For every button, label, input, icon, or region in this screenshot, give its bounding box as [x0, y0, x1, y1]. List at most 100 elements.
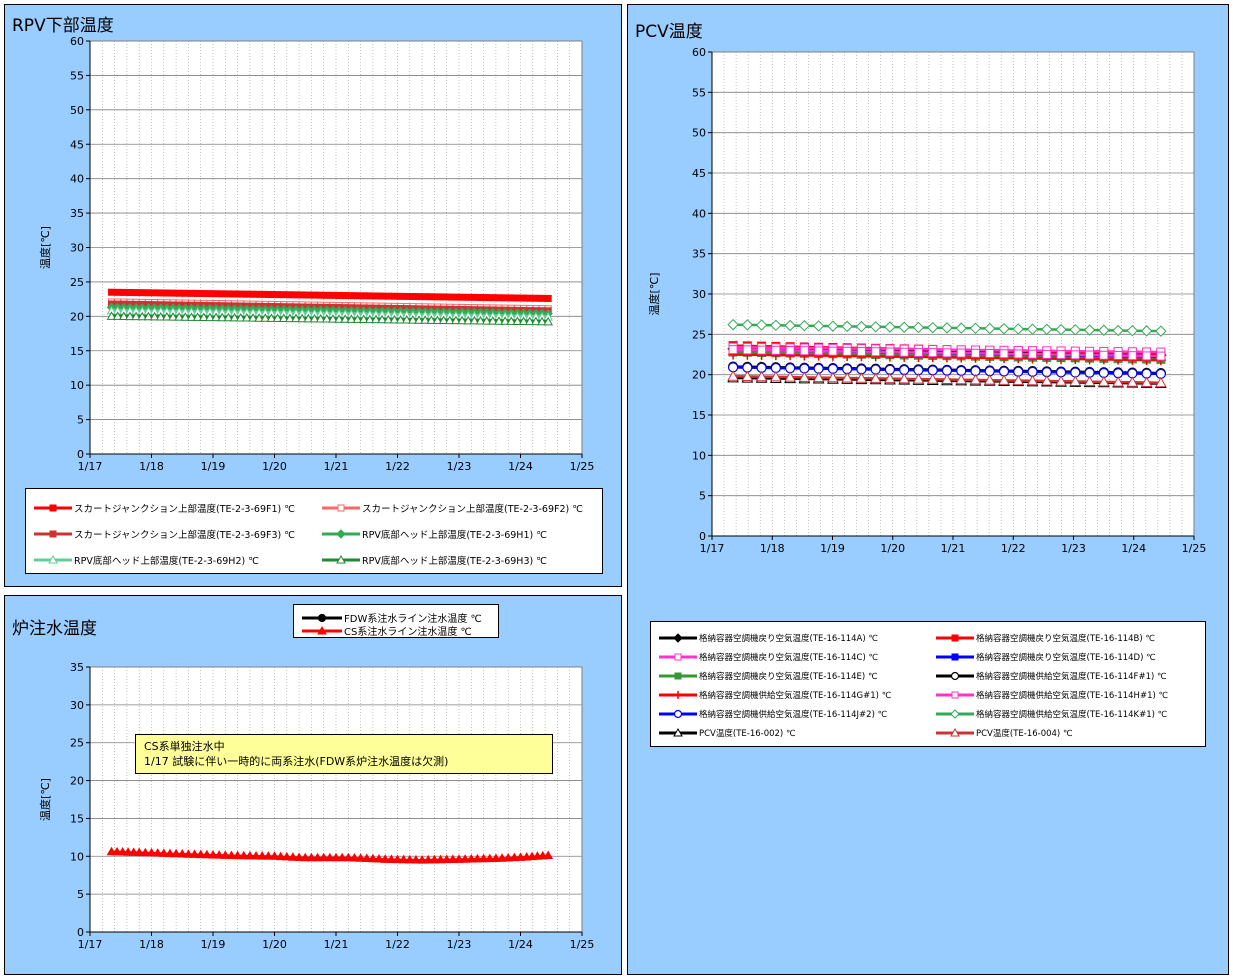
- series-6-point: [235, 312, 246, 322]
- series-6-point: [481, 316, 492, 325]
- rpv-panel: RPV下部温度 0 5 10 15 20 25 30 35 40 45 50 55 60 1/17 1/18…: [4, 4, 622, 587]
- water-panel: 炉注水温度 0 5 10 15 20 25 30 35 1/17 1/18 1/19 1/20 1/21…: [4, 595, 622, 975]
- series-2-point: [134, 847, 145, 856]
- legend-swatch: [34, 504, 72, 512]
- series-10-point: [984, 322, 996, 335]
- series-2-point: [543, 850, 554, 860]
- series-1-point: [317, 291, 325, 299]
- legend-swatch: [936, 691, 974, 698]
- series-1-point: [218, 290, 226, 298]
- x-tick-label: 1/25: [1182, 542, 1207, 555]
- series-2-point: [112, 846, 122, 856]
- series-2-point: [146, 847, 157, 857]
- series-8-point: [956, 348, 966, 358]
- x-tick-label: 1/23: [447, 938, 472, 951]
- series-6-point: [272, 313, 283, 322]
- x-tick-label: 1/19: [820, 542, 845, 555]
- legend-swatch: [936, 708, 974, 719]
- series-12-point: [1055, 375, 1067, 386]
- y-tick-label: 15: [692, 409, 706, 422]
- legend-swatch-marker: [673, 709, 683, 718]
- legend-label: PCV温度(TE-16-002) ℃: [699, 728, 796, 739]
- y-tick-label: 25: [70, 276, 84, 289]
- series-6-point: [229, 312, 240, 322]
- series-12-point: [1040, 374, 1053, 386]
- legend-swatch-marker: [673, 727, 683, 736]
- series-2-point: [128, 847, 139, 856]
- series-2-point: [171, 848, 181, 858]
- legend-item: CS系注水ライン注水温度 ℃: [302, 624, 472, 638]
- x-tick-label: 1/20: [262, 460, 287, 473]
- y-tick-label: 15: [70, 345, 84, 358]
- series-12-point: [1112, 376, 1124, 387]
- y-tick-label: 40: [70, 173, 84, 186]
- series-2-point: [201, 849, 212, 859]
- series-2-point: [238, 850, 249, 860]
- series-6-point: [383, 314, 394, 324]
- series-8-point: [885, 347, 895, 357]
- series-2-point: [447, 854, 458, 863]
- legend-swatch: [34, 530, 72, 538]
- series-2-point: [140, 847, 151, 857]
- series-10-point: [855, 320, 868, 333]
- series-12-point: [770, 370, 782, 382]
- legend-label: RPV底部ヘッド上部温度(TE-2-3-69H2) ℃: [74, 556, 259, 567]
- legend-swatch-marker: [674, 672, 682, 679]
- y-tick-label: 10: [70, 850, 84, 863]
- series-8-point: [1070, 350, 1080, 360]
- x-tick-label: 1/19: [201, 938, 226, 951]
- series-1-point: [409, 293, 417, 301]
- y-tick-label: 0: [77, 926, 84, 939]
- series-2-point: [441, 854, 452, 864]
- series-6-point: [358, 314, 369, 324]
- series-2-point: [515, 852, 526, 861]
- series-6-point: [198, 312, 209, 321]
- legend-label: PCV温度(TE-16-004) ℃: [976, 728, 1073, 739]
- series-2-point: [275, 851, 286, 861]
- series-8-point: [1013, 349, 1023, 359]
- y-tick-label: 0: [77, 448, 84, 461]
- x-tick-label: 1/23: [1061, 542, 1086, 555]
- series-12-point: [983, 374, 996, 385]
- legend-item: 格納容器空調機供給空気温度(TE-16-114H#1) ℃: [936, 685, 1168, 704]
- series-2-point: [165, 848, 175, 858]
- series-10-point: [998, 323, 1010, 335]
- x-tick-label: 1/24: [1121, 542, 1146, 555]
- series-8-point: [871, 347, 881, 357]
- water-chart: 0 5 10 15 20 25 30 35 1/17 1/18 1/19 1/20 1/21 1/22 1/…: [38, 661, 594, 951]
- series-6-point: [463, 315, 474, 325]
- legend-item: RPV底部ヘッド上部温度(TE-2-3-69H1) ℃: [322, 521, 547, 547]
- legend-item: 格納容器空調機供給空気温度(TE-16-114F#1) ℃: [936, 666, 1167, 685]
- series-1-point: [151, 289, 159, 297]
- series-1-point: [157, 289, 165, 297]
- series-8-point: [771, 345, 781, 355]
- x-tick-label: 1/19: [201, 460, 226, 473]
- series-6-point: [438, 315, 449, 325]
- series-12-point: [998, 374, 1010, 385]
- series-8-point: [757, 345, 767, 355]
- legend-item: PCV温度(TE-16-002) ℃: [659, 723, 796, 742]
- series-2-point: [220, 850, 231, 859]
- series-1-point: [403, 292, 411, 300]
- pcv-panel: PCV温度 0 5 10 15 20 25 30 35 40 45 50 55 60 1/17 1/18 1/…: [627, 4, 1229, 975]
- series-6-point: [297, 313, 308, 323]
- series-1-point: [274, 291, 282, 299]
- legend-label: スカートジャンクション上部温度(TE-2-3-69F1) ℃: [74, 504, 295, 515]
- legend-item: RPV底部ヘッド上部温度(TE-2-3-69H2) ℃: [34, 547, 259, 573]
- y-tick-label: 35: [70, 207, 84, 220]
- series-6-point: [389, 314, 400, 324]
- series-12-point: [841, 371, 854, 383]
- series-6-point: [531, 316, 541, 326]
- series-10-point: [1055, 323, 1067, 336]
- legend-swatch: [936, 634, 974, 641]
- series-1-point: [310, 291, 318, 299]
- series-8-point: [842, 346, 852, 356]
- y-axis-label: 温度[℃]: [647, 273, 661, 316]
- series-1-point: [120, 288, 128, 296]
- series-1-point: [477, 293, 485, 301]
- series-2-point: [491, 853, 501, 863]
- series-6-point: [414, 315, 424, 324]
- series-2-point: [226, 850, 237, 860]
- series-2-point: [318, 852, 329, 862]
- x-tick-label: 1/25: [570, 460, 595, 473]
